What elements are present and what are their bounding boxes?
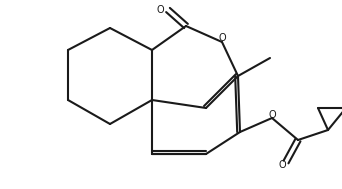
Text: O: O bbox=[218, 33, 226, 43]
Text: O: O bbox=[156, 5, 164, 15]
Text: O: O bbox=[268, 110, 276, 120]
Text: O: O bbox=[278, 160, 286, 170]
